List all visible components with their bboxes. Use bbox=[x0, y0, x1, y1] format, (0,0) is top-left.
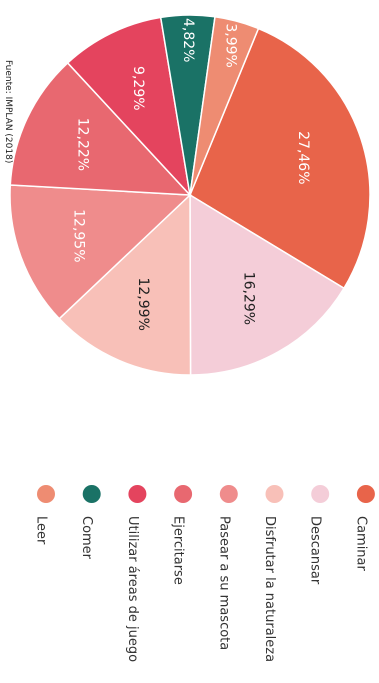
pie-slice-leer bbox=[189, 15, 260, 196]
pie-slice-disfrutar-la-naturaleza bbox=[58, 193, 192, 376]
slice-value-disfrutar-la-naturaleza: 12,99% bbox=[135, 277, 151, 330]
legend-label-ejercitarse: Ejercitarse bbox=[171, 516, 186, 585]
legend: Leer Comer Utilizar áreas de juego Ejercita… bbox=[34, 485, 375, 662]
legend-label-leer: Leer bbox=[34, 516, 49, 545]
legend-swatch-ejercitarse bbox=[174, 485, 193, 503]
legend-label-disfrutar-la-naturaleza: Disfrutar la naturaleza bbox=[262, 516, 277, 662]
legend-swatch-pasear-a-su-mascota bbox=[219, 485, 238, 503]
pie-slice-ejercitarse bbox=[9, 61, 192, 196]
legend-swatch-descansar bbox=[311, 485, 330, 503]
slice-value-pasear-a-su-mascota: 12,95% bbox=[70, 209, 86, 262]
legend-swatch-utilizar-areas-de-juego bbox=[128, 485, 147, 503]
slice-value-comer: 4,82% bbox=[180, 18, 196, 62]
legend-swatch-disfrutar-la-naturaleza bbox=[265, 485, 284, 503]
pie-slice-utilizar-areas-de-juego bbox=[66, 16, 192, 198]
legend-label-caminar: Caminar bbox=[353, 516, 368, 572]
legend-label-pasear-a-su-mascota: Pasear a su mascota bbox=[216, 516, 231, 650]
legend-label-comer: Comer bbox=[79, 516, 94, 560]
slice-value-ejercitarse: 12,22% bbox=[75, 118, 91, 171]
pie-slice-labels: 27,46% 16,29% 12,99% 12,95% 12,22% 9,29% 4,82%… bbox=[70, 18, 310, 331]
legend-swatch-caminar bbox=[356, 485, 375, 503]
slice-value-utilizar-areas-de-juego: 9,29% bbox=[130, 66, 146, 110]
legend-swatch-comer bbox=[82, 485, 101, 503]
slice-value-caminar: 27,46% bbox=[295, 131, 311, 184]
legend-label-descansar: Descansar bbox=[308, 516, 323, 585]
pie-slices bbox=[9, 14, 371, 376]
pie-slice-caminar bbox=[189, 27, 371, 290]
pie-slice-descansar bbox=[189, 193, 346, 376]
pie-slice-pasear-a-su-mascota bbox=[9, 184, 192, 320]
legend-label-utilizar-areas-de-juego: Utilizar áreas de juego bbox=[125, 516, 140, 662]
slice-value-leer: 3,99% bbox=[222, 23, 238, 67]
legend-swatch-leer bbox=[37, 485, 55, 503]
source-note: Fuente: IMPLAN (2018) bbox=[3, 60, 13, 163]
slice-value-descansar: 16,29% bbox=[240, 272, 256, 325]
